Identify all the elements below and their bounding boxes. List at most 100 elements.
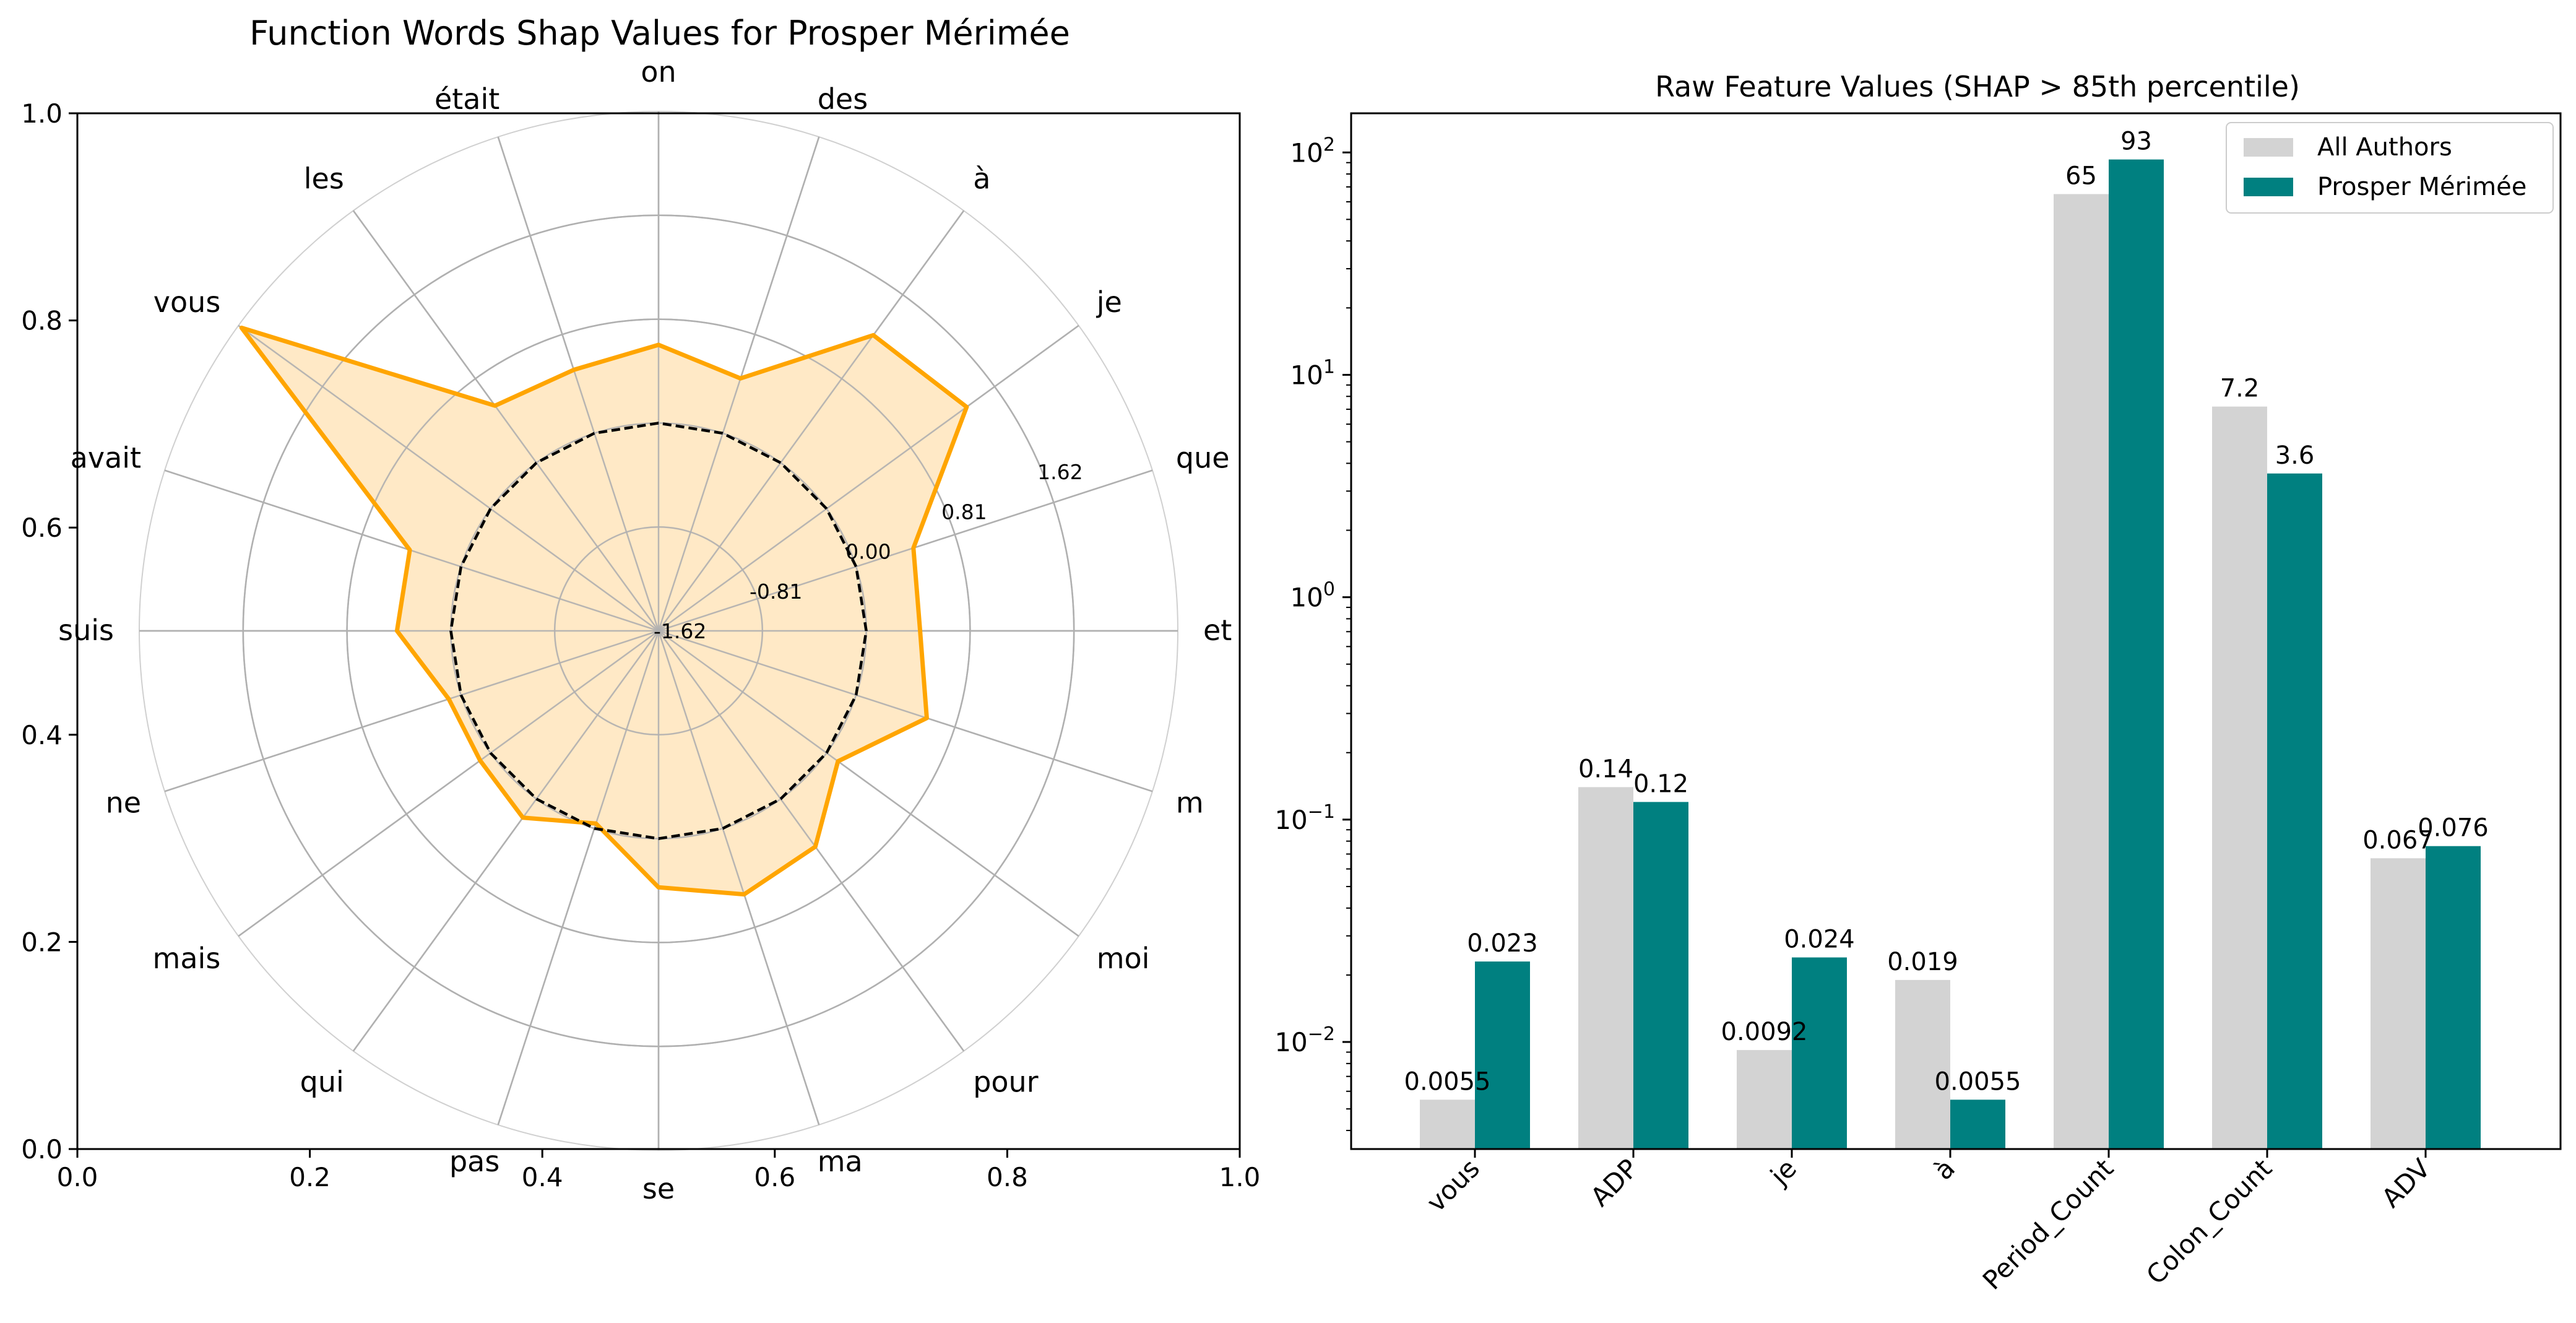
bar-label-prosper-merimee-colon-count: 3.6 (2275, 441, 2315, 470)
legend-label-prosper-merimee: Prosper Mérimée (2317, 173, 2526, 201)
radar-spoke-overlay-qui (352, 630, 660, 1052)
radar-axes-frame (76, 112, 1241, 1150)
radar-frame-ticks: 0.0 0.2 0.4 0.6 0.8 1.0 0.0 0.2 0.4 0.6 0.8 1.0 (21, 98, 1260, 1192)
radar-spoke-overlay-les (352, 210, 660, 631)
radar-spoke-overlay-ne (164, 630, 659, 792)
radar-spoke-overlay-a (657, 210, 965, 631)
radar-frame-ytick-label-5: 1.0 (21, 98, 63, 129)
bar-label-prosper-merimee-vous: 0.023 (1467, 929, 1538, 958)
radar-series-line (239, 326, 969, 897)
radar-radial-tick-0: -1.62 (654, 619, 706, 643)
bar-prosper-merimee-je (1792, 957, 1847, 1149)
radar-category-etait: était (434, 82, 499, 116)
radar-frame-ytick-label-0: 0.0 (21, 1134, 63, 1165)
radar-category-ne: ne (106, 786, 141, 820)
bar-all-authors-colon-count (2212, 406, 2267, 1150)
radar-category-les: les (304, 162, 344, 195)
bar-label-all-authors-adv: 0.067 (2362, 826, 2434, 854)
radar-category-m: m (1176, 786, 1204, 820)
radar-spoke-overlay-pas (497, 630, 660, 1126)
radar-baseline-line (449, 422, 868, 840)
radar-spoke-overlay-ma (657, 630, 820, 1126)
radar-spoke-overlay-des (657, 136, 820, 631)
radar-category-qui: qui (300, 1065, 344, 1099)
bar-prosper-merimee-adp (1633, 802, 1688, 1149)
bar-all-authors-period-count (2054, 194, 2109, 1149)
radar-spoke-overlay-moi (658, 630, 1079, 937)
legend-swatch-all-authors (2244, 138, 2293, 157)
radar-frame-xtick-label-5: 1.0 (1219, 1162, 1261, 1192)
radar-frame-ytick-label-1: 0.2 (21, 927, 63, 957)
bar-ytick-label-1: 10−1 (1274, 801, 1335, 835)
legend-box (2226, 122, 2554, 214)
radar-category-on: on (641, 55, 676, 89)
bar-prosper-merimee-period-count (2109, 159, 2164, 1150)
radar-spoke-overlay-vous (238, 324, 659, 632)
bar-label-prosper-merimee-adv: 0.076 (2418, 814, 2489, 843)
radar-category-a: à (973, 162, 990, 195)
radar-frame-ytick-label-2: 0.4 (21, 720, 63, 750)
radar-category-que: que (1176, 441, 1230, 474)
radar-frame-xtick-label-4: 0.8 (987, 1162, 1028, 1192)
bar-label-prosper-merimee-adp: 0.12 (1633, 770, 1688, 798)
bar-label-all-authors-je: 0.0092 (1721, 1018, 1808, 1046)
bar-prosper-merimee-vous (1475, 961, 1530, 1149)
bar-label-prosper-merimee-a: 0.0055 (1935, 1067, 2021, 1096)
bar-label-all-authors-a: 0.019 (1887, 948, 1958, 976)
radar-category-labels: et que je à des on était les vous avait suis ne mais… (58, 55, 1232, 1205)
bar-value-labels: 0.0055 0.023 0.140.12 0.0092 0.024 0.019 0.005… (1404, 128, 2489, 1096)
bar-prosper-merimee-a (1950, 1100, 2005, 1149)
bar-label-prosper-merimee-je: 0.024 (1784, 926, 1855, 954)
bar-ytick-label-3: 101 (1290, 356, 1335, 390)
bar-all-authors-vous (1420, 1100, 1475, 1149)
bar-label-all-authors-adp: 0.14 (1578, 755, 1633, 783)
radar-category-pour: pour (973, 1065, 1038, 1099)
bar-axes-frame (1350, 112, 2562, 1150)
bar-label-all-authors-vous: 0.0055 (1404, 1067, 1491, 1096)
radar-frame-ytick-label-4: 0.8 (21, 306, 63, 336)
radar-category-pas: pas (449, 1145, 499, 1178)
radar-category-moi: moi (1097, 942, 1150, 975)
bar-ytick-label-4: 102 (1290, 134, 1335, 168)
radar-category-vous: vous (153, 285, 221, 319)
radar-title: Function Words Shap Values for Prosper M… (249, 14, 1070, 53)
radar-radial-tick-4: 1.62 (1037, 460, 1083, 484)
radar-frame-xtick-label-1: 0.2 (289, 1162, 331, 1192)
radar-category-mais: mais (153, 942, 221, 975)
bar-all-authors-adp (1578, 787, 1633, 1149)
radar-panel: Function Words Shap Values for Prosper M… (21, 14, 1260, 1205)
legend: All Authors Prosper Mérimée (2226, 122, 2554, 214)
radar-radial-tick-1: -0.81 (750, 579, 802, 604)
bar-y-ticks: 10−2 10−1 100 101 102 (1274, 134, 1351, 1131)
radar-spoke-overlay-mais (238, 630, 659, 937)
radar-category-et: et (1203, 614, 1232, 647)
bar-prosper-merimee-adv (2426, 846, 2481, 1149)
radar-category-je: je (1096, 285, 1122, 319)
radar-frame-ytick-label-3: 0.6 (21, 513, 63, 543)
bar-all-authors-je (1737, 1050, 1792, 1149)
radar-frame-xtick-label-2: 0.4 (522, 1162, 563, 1192)
radar-frame-xtick-label-3: 0.6 (754, 1162, 795, 1192)
radar-category-se: se (642, 1172, 675, 1205)
bar-ytick-label-2: 100 (1290, 579, 1335, 613)
radar-category-suis: suis (58, 614, 114, 647)
radar-frame-xtick-label-0: 0.0 (57, 1162, 98, 1192)
radar-category-ma: ma (818, 1145, 863, 1178)
radar-spoke-overlay-je (658, 324, 1079, 632)
radar-category-des: des (818, 82, 868, 116)
radar-series (139, 111, 1178, 1150)
bar-title: Raw Feature Values (SHAP > 85th percenti… (1655, 70, 2300, 103)
radar-spoke-overlay-pour (657, 630, 965, 1052)
legend-label-all-authors: All Authors (2317, 133, 2452, 162)
radar-radial-tick-3: 0.81 (941, 500, 987, 524)
radar-radial-tick-2: 0.00 (845, 540, 891, 564)
radar-radial-tick-labels: -1.62 -0.81 0.00 0.81 1.62 (654, 460, 1083, 643)
radar-spoke-overlay-que (658, 469, 1153, 632)
legend-swatch-prosper-merimee (2244, 178, 2293, 196)
radar-spoke-overlay-etait (497, 136, 660, 631)
bar-ytick-label-0: 10−2 (1274, 1023, 1335, 1057)
bar-prosper-merimee-colon-count (2267, 473, 2322, 1149)
radar-spoke-overlay-m (658, 630, 1153, 792)
bar-label-all-authors-period-count: 65 (2065, 162, 2097, 191)
